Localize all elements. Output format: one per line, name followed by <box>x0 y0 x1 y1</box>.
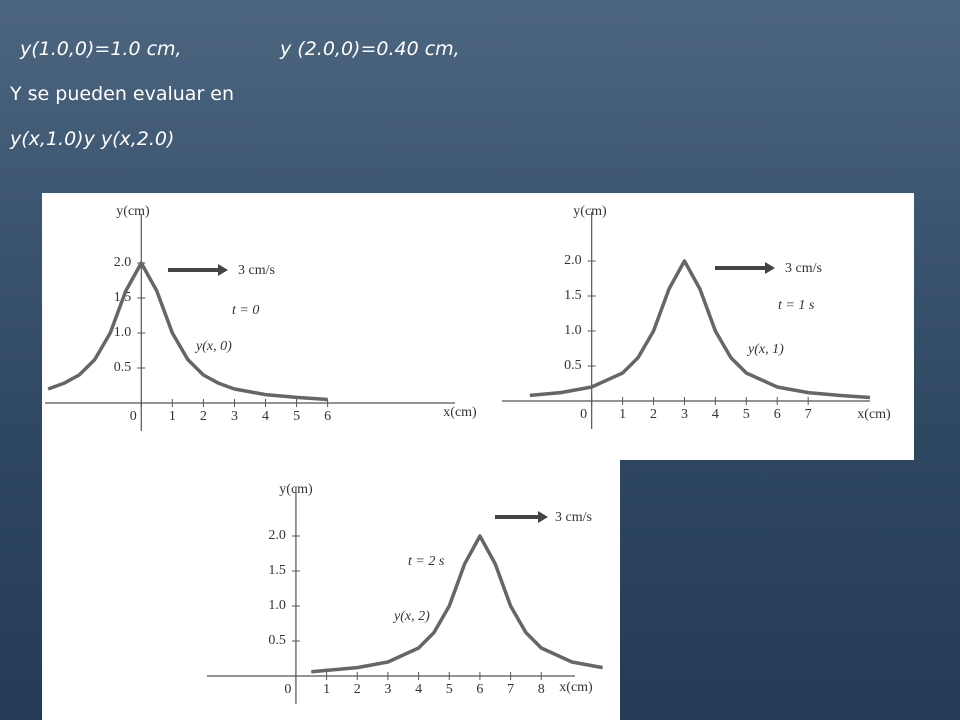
x-tick-label: 5 <box>446 682 453 697</box>
y-tick-label: 1.0 <box>114 325 132 340</box>
x-tick-label: 0 <box>580 407 587 422</box>
curve <box>529 259 871 400</box>
y-axis-label: y(cm) <box>279 482 313 497</box>
x-tick-label: 3 <box>681 407 688 422</box>
header-text: y (2.0,0)=0.40 cm, <box>280 38 460 60</box>
x-tick-label: 6 <box>324 409 331 424</box>
header-text: Y se pueden evaluar en <box>10 83 235 105</box>
annotation: 3 cm/s <box>785 261 822 276</box>
y-tick-label: 0.5 <box>114 360 132 375</box>
y-axis-label: y(cm) <box>116 204 150 219</box>
x-tick-label: 6 <box>476 682 483 697</box>
annotation: 3 cm/s <box>555 510 592 525</box>
series-label: y(x, 2) <box>392 609 430 624</box>
x-tick-label: 4 <box>262 409 269 424</box>
arrow-head <box>538 511 548 523</box>
arrow-head <box>765 262 775 274</box>
y-tick-label: 1.0 <box>564 323 582 338</box>
x-tick-label: 1 <box>619 407 626 422</box>
x-axis-label: x(cm) <box>559 680 593 695</box>
y-tick-label: 2.0 <box>564 253 582 268</box>
y-tick-label: 1.0 <box>268 598 286 613</box>
x-axis-label: x(cm) <box>857 407 891 422</box>
y-tick-label: 0.5 <box>564 358 582 373</box>
x-tick-label: 1 <box>323 682 330 697</box>
y-tick-label: 1.5 <box>268 563 286 578</box>
x-tick-label: 3 <box>384 682 391 697</box>
y-tick-label: 2.0 <box>268 528 286 543</box>
y-tick-label: 2.0 <box>114 255 132 270</box>
series-label: y(x, 1) <box>746 342 784 357</box>
x-tick-label: 2 <box>200 409 207 424</box>
y-axis-label: y(cm) <box>573 204 607 219</box>
x-tick-label: 1 <box>169 409 176 424</box>
annotation: t = 2 s <box>408 554 445 569</box>
x-tick-label: 2 <box>354 682 361 697</box>
curve <box>47 261 328 402</box>
curve <box>311 534 603 674</box>
series-label: y(x, 0) <box>194 339 232 354</box>
x-tick-label: 6 <box>774 407 781 422</box>
annotation: t = 1 s <box>778 298 815 313</box>
x-tick-label: 8 <box>538 682 545 697</box>
x-tick-label: 0 <box>284 682 291 697</box>
annotation: t = 0 <box>232 303 259 318</box>
x-tick-label: 5 <box>743 407 750 422</box>
x-tick-label: 7 <box>805 407 812 422</box>
x-tick-label: 3 <box>231 409 238 424</box>
annotation: 3 cm/s <box>238 263 275 278</box>
x-tick-label: 0 <box>130 409 137 424</box>
x-tick-label: 2 <box>650 407 657 422</box>
x-tick-label: 4 <box>712 407 719 422</box>
y-tick-label: 0.5 <box>268 633 286 648</box>
header-text: y(x,1.0)y y(x,2.0) <box>10 128 175 150</box>
x-axis-label: x(cm) <box>443 405 477 420</box>
arrow-head <box>218 264 228 276</box>
x-tick-label: 5 <box>293 409 300 424</box>
header-text: y(1.0,0)=1.0 cm, <box>20 38 182 60</box>
figure-panel <box>42 459 620 720</box>
y-tick-label: 1.5 <box>564 288 582 303</box>
x-tick-label: 7 <box>507 682 514 697</box>
x-tick-label: 4 <box>415 682 422 697</box>
figure-panel <box>42 193 914 460</box>
